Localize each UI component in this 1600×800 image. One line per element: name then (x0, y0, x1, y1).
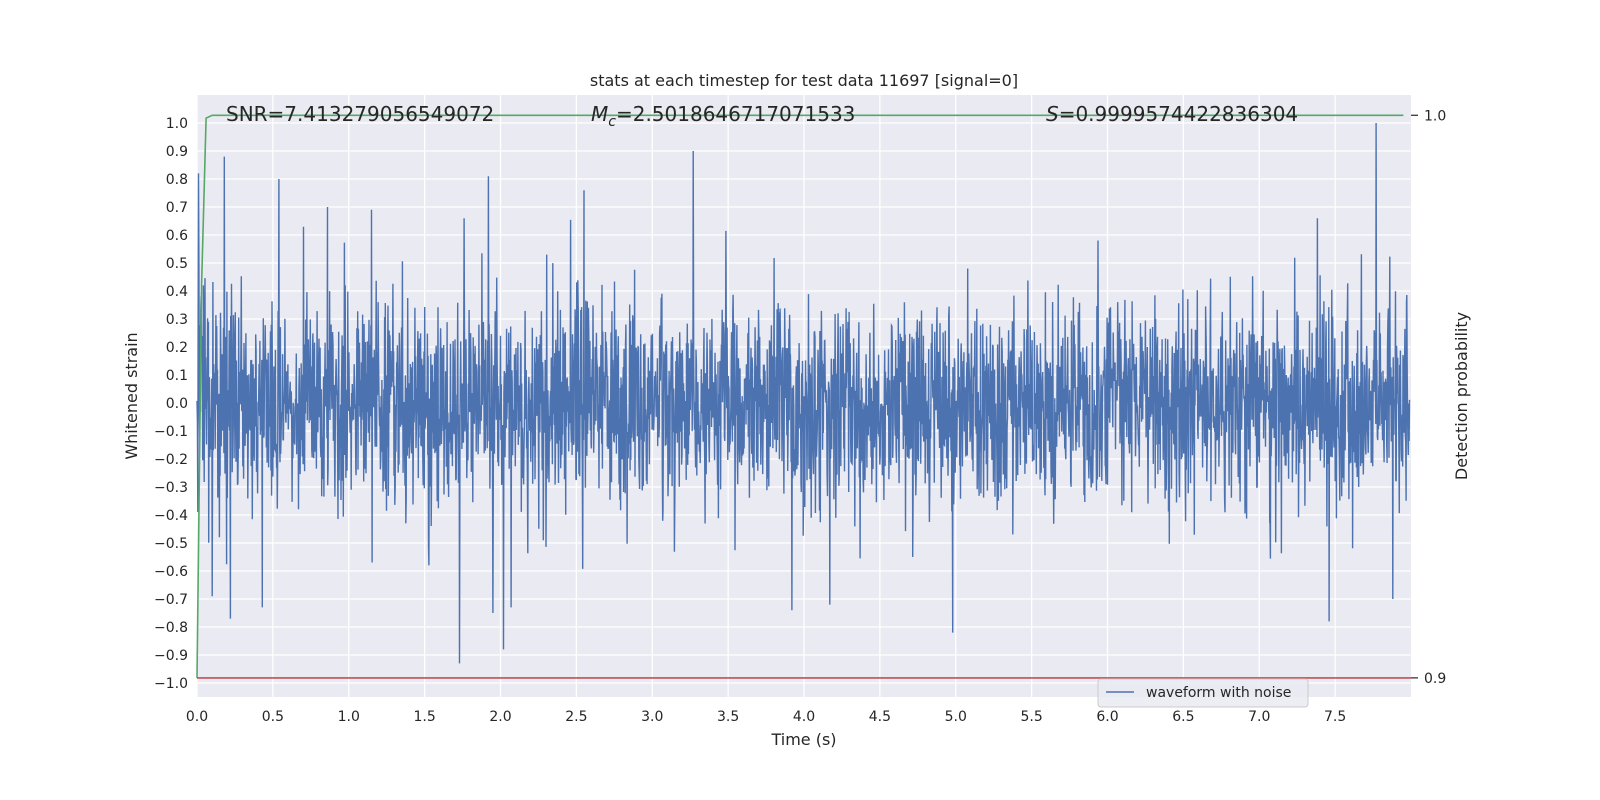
y-tick-label: 0.1 (166, 368, 188, 384)
y-tick-label: −0.3 (154, 480, 188, 496)
x-tick-label: 2.0 (489, 709, 511, 725)
detection-stat-value: =0.9999574422836304 (1059, 102, 1298, 126)
x-tick-label: 6.0 (1096, 709, 1118, 725)
x-tick-label: 5.0 (945, 709, 967, 725)
y-tick-label: −0.9 (154, 648, 188, 664)
y-tick-label: −0.8 (154, 620, 188, 636)
chirp-mass-value: =2.5018646717071533 (616, 102, 855, 126)
chart-title: stats at each timestep for test data 116… (590, 71, 1018, 90)
right-y-tick-label: 0.9 (1424, 671, 1446, 687)
y-tick-label: 0.3 (166, 312, 188, 328)
legend-entry-waveform: waveform with noise (1146, 685, 1291, 701)
right-y-tick-label: 1.0 (1424, 108, 1446, 124)
x-tick-label: 3.0 (641, 709, 663, 725)
y-tick-label: 0.9 (166, 144, 188, 160)
x-tick-label: 7.0 (1248, 709, 1270, 725)
chirp-mass-subscript: c (608, 114, 616, 130)
series-line-waveform (196, 122, 1411, 664)
y-tick-label: −0.1 (154, 424, 188, 440)
x-axis-label: Time (s) (770, 730, 836, 749)
legend-box (1097, 678, 1309, 708)
y-tick-label: −0.6 (154, 564, 188, 580)
y-axis-label: Whitened strain (122, 332, 141, 459)
series-line-detection-probability (196, 114, 1404, 678)
x-tick-label: 3.5 (717, 709, 739, 725)
y-tick-label: 0.2 (166, 340, 188, 356)
x-tick-label: 2.5 (565, 709, 587, 725)
x-tick-label: 1.0 (338, 709, 360, 725)
x-tick-label: 0.0 (186, 709, 208, 725)
y-tick-label: 1.0 (166, 116, 188, 132)
x-tick-label: 7.5 (1324, 709, 1346, 725)
x-tick-label: 5.5 (1020, 709, 1042, 725)
y-tick-label: 0.6 (166, 228, 188, 244)
y-tick-label: −1.0 (154, 676, 188, 692)
x-tick-label: 4.0 (793, 709, 815, 725)
legend: waveform with noise (1097, 678, 1309, 708)
y-tick-label: 0.4 (166, 284, 188, 300)
y-tick-label: 0.5 (166, 256, 188, 272)
x-tick-label: 4.5 (869, 709, 891, 725)
tick-labels: 0.0 0.5 1.0 1.5 2.0 2.5 3.0 3.5 4.0 4.5 5.0 5.5 6.0 6… (154, 108, 1446, 725)
y-tick-label: 0.0 (166, 396, 188, 412)
y-tick-label: −0.5 (154, 536, 188, 552)
x-tick-label: 1.5 (413, 709, 435, 725)
y-tick-label: 0.8 (166, 172, 188, 188)
series-layer (196, 114, 1411, 679)
detection-stat-annotation: S=0.9999574422836304 (1046, 102, 1298, 126)
x-tick-label: 0.5 (262, 709, 284, 725)
snr-annotation: SNR=7.413279056549072 (226, 102, 494, 126)
x-tick-label: 6.5 (1172, 709, 1194, 725)
y-tick-label: −0.7 (154, 592, 188, 608)
y-tick-label: 0.7 (166, 200, 188, 216)
y-tick-label: −0.4 (154, 508, 188, 524)
right-y-axis-label: Detection probability (1452, 312, 1471, 480)
chirp-mass-annotation: Mc=2.5018646717071533 (591, 102, 855, 130)
detection-stat-symbol: S (1046, 102, 1059, 126)
y-tick-label: −0.2 (154, 452, 188, 468)
chirp-mass-symbol: M (591, 102, 608, 126)
